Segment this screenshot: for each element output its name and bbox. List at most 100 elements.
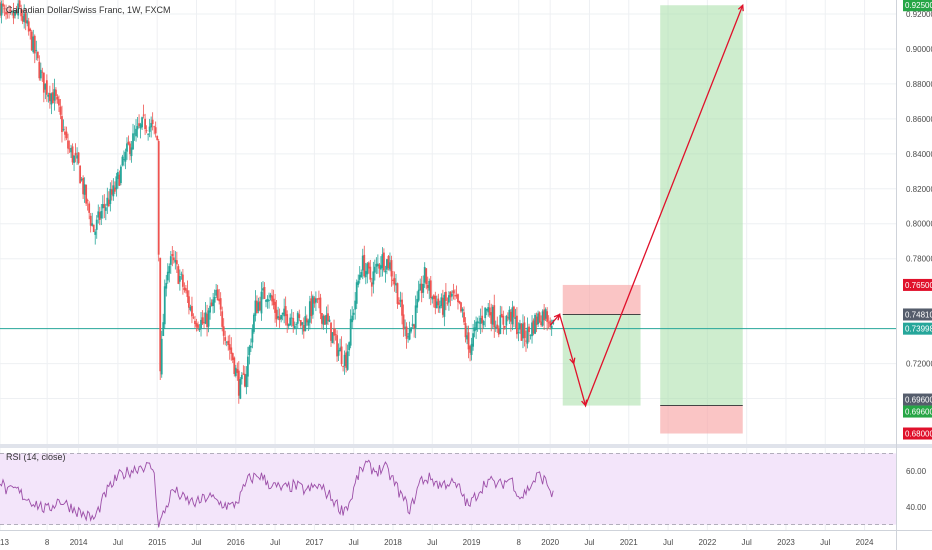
time-tick-label: 2021: [620, 538, 638, 547]
candle-up: [417, 289, 420, 301]
candle-up: [399, 299, 402, 302]
candle-down: [402, 314, 405, 330]
candle-down: [271, 295, 273, 302]
candle-up: [50, 93, 53, 105]
time-tick-label: 2024: [856, 538, 874, 547]
candle-down: [496, 324, 499, 329]
candle-up: [476, 321, 479, 324]
candle-up: [287, 324, 290, 327]
projection-path[interactable]: [549, 3, 744, 408]
time-tick-label: Jul: [820, 538, 830, 547]
candle-up: [83, 184, 86, 195]
candle-up: [215, 289, 218, 296]
candle-down: [432, 295, 435, 299]
candle-up: [499, 315, 502, 334]
candle-up: [448, 295, 450, 303]
candle-up: [470, 343, 473, 355]
candle-down: [24, 13, 27, 23]
candle-down: [532, 320, 535, 334]
candle-down: [29, 28, 32, 31]
candle-up: [407, 336, 409, 338]
candle-down: [413, 324, 416, 329]
candle-down: [274, 301, 276, 313]
candle-down: [2, 3, 4, 7]
candle-down: [393, 278, 396, 285]
candle-up: [101, 204, 104, 209]
candle-up: [104, 207, 107, 211]
candle-down: [38, 61, 41, 79]
time-axis[interactable]: 2013 8 2014 Jul 2015 Jul 2016 Jul 2017 Jul 2018 Jul…: [0, 538, 874, 547]
candle-up: [180, 273, 183, 275]
candle-down: [525, 340, 527, 342]
time-tick-label: Jul: [113, 538, 123, 547]
candle-down: [318, 298, 320, 300]
candle-down: [159, 257, 162, 372]
candle-down: [56, 96, 59, 100]
candle-up: [484, 307, 487, 319]
candle-up: [440, 297, 443, 307]
candle-down: [86, 200, 89, 202]
candle-down: [378, 264, 381, 269]
candle-down: [188, 296, 190, 308]
candle-down: [490, 312, 493, 324]
candle-down: [396, 283, 399, 304]
candle-down: [27, 21, 30, 32]
price-tag-label: 0.68000: [905, 430, 932, 439]
candle-down: [369, 266, 372, 280]
candle-down: [145, 130, 148, 132]
candle-up: [91, 223, 94, 226]
candle-down: [313, 297, 316, 304]
candle-down: [61, 116, 63, 133]
candle-down: [509, 311, 512, 322]
candle-up: [472, 333, 474, 347]
candle-down: [401, 299, 403, 316]
candle-up: [251, 329, 254, 343]
candle-up: [11, 11, 13, 13]
candle-down: [68, 148, 71, 150]
candle-up: [357, 280, 360, 285]
candle-down: [278, 316, 281, 321]
price-tag-label: 0.69600: [905, 396, 932, 405]
candle-down: [142, 114, 145, 116]
candle-up: [100, 210, 103, 219]
candle-up: [529, 334, 532, 336]
candle-down: [203, 322, 205, 323]
time-tick-label: Jul: [191, 538, 201, 547]
candle-down: [340, 346, 343, 365]
time-tick-label: 2020: [541, 538, 559, 547]
candle-down: [390, 260, 393, 277]
candle-up: [325, 314, 328, 325]
candle-up: [479, 318, 482, 324]
candle-up: [526, 327, 529, 344]
candle-down: [256, 300, 258, 314]
candle-down: [177, 266, 180, 284]
candle-down: [310, 298, 313, 317]
candle-down: [452, 290, 455, 294]
candle-down: [156, 136, 159, 140]
candle-down: [224, 337, 227, 341]
rsi-band: [0, 453, 896, 525]
candle-down: [520, 323, 523, 341]
candle-down: [30, 31, 33, 51]
candle-up: [150, 122, 153, 128]
candle-up: [248, 346, 251, 356]
candle-up: [97, 211, 100, 218]
position-zones[interactable]: [562, 5, 743, 434]
stop-loss-zone: [562, 284, 641, 315]
candle-down: [18, 0, 21, 8]
candle-down: [221, 311, 224, 327]
candle-down: [540, 321, 543, 326]
candle-up: [348, 342, 351, 351]
candle-down: [8, 11, 10, 13]
candle-up: [116, 172, 119, 180]
candle-up: [73, 155, 75, 163]
candle-up: [443, 294, 446, 317]
projection-arrowhead: [569, 357, 576, 366]
candle-up: [246, 356, 249, 377]
candle-up: [115, 176, 118, 190]
candle-up: [296, 312, 299, 324]
candle-down: [299, 320, 302, 326]
